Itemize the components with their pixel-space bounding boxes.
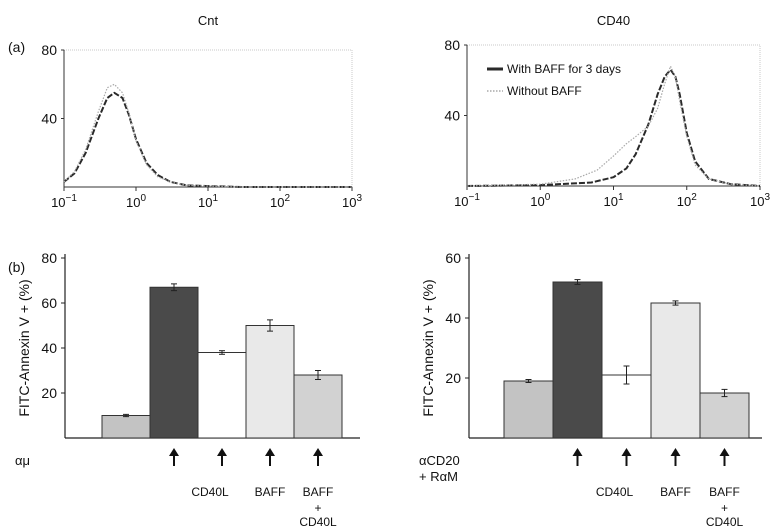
- bar: [699, 392, 750, 439]
- y-tick-label: 40: [444, 108, 460, 124]
- bar: [503, 380, 554, 439]
- legend-label: Without BAFF: [507, 84, 582, 98]
- bar: [293, 374, 343, 439]
- series-line-light: [466, 65, 761, 187]
- arrow-head-icon: [313, 448, 323, 456]
- histogram-cd40: CD40 40 80 10−1 100 101 102 103 With BAFF for 3 …: [444, 13, 770, 209]
- bar-chart-alpha-mu: 20 40 60 80 FITC-Annexin V + (%) αμ CD40L BAFF B…: [15, 250, 360, 529]
- x-tick-label: 100: [126, 193, 146, 210]
- bar: [552, 281, 603, 439]
- category-label: CD40L: [596, 485, 634, 499]
- x-tick-label: 103: [342, 193, 362, 210]
- y-tick-label: 60: [445, 250, 461, 266]
- x-tick-label: 10−1: [454, 192, 480, 209]
- category-label: CD40L: [299, 515, 337, 529]
- y-tick-label: 40: [445, 310, 461, 326]
- x-tick-label: 103: [750, 192, 770, 209]
- bar: [197, 352, 247, 439]
- category-label: +: [721, 501, 728, 515]
- bar-chart-cd20: 20 40 60 FITC-Annexin V + (%) αCD20+ RαM CD40…: [419, 250, 762, 529]
- arrow-head-icon: [217, 448, 227, 456]
- bar: [245, 325, 295, 439]
- panel-label-b: (b): [8, 259, 25, 275]
- y-tick-label: 80: [444, 37, 460, 53]
- panel-label-a: (a): [8, 39, 25, 55]
- x-tick-label: 101: [603, 192, 623, 209]
- arrow-head-icon: [670, 448, 681, 456]
- row-label: + RαM: [419, 469, 458, 484]
- arrow-head-icon: [719, 448, 730, 456]
- bar: [650, 302, 701, 439]
- x-tick-label: 101: [198, 193, 218, 210]
- series-line-light: [63, 83, 352, 188]
- y-tick-label: 60: [41, 295, 57, 311]
- chart-title: Cnt: [198, 13, 219, 28]
- y-axis-label: FITC-Annexin V + (%): [420, 279, 436, 416]
- arrow-head-icon: [572, 448, 583, 456]
- bar: [101, 415, 151, 439]
- category-label: BAFF: [660, 485, 691, 499]
- x-tick-label: 102: [270, 193, 290, 210]
- legend-label: With BAFF for 3 days: [507, 62, 621, 76]
- arrow-head-icon: [169, 448, 179, 456]
- category-label: CD40L: [191, 485, 229, 499]
- y-axis-label: FITC-Annexin V + (%): [16, 279, 32, 416]
- series-line-dark: [466, 68, 761, 187]
- row-label: αCD20: [419, 453, 460, 468]
- category-label: +: [314, 501, 321, 515]
- y-tick-label: 20: [445, 370, 461, 386]
- arrow-head-icon: [265, 448, 275, 456]
- category-label: BAFF: [709, 485, 740, 499]
- y-tick-label: 40: [41, 111, 57, 127]
- histogram-cnt: Cnt 40 80 10−1 100 101 102 103: [41, 13, 362, 210]
- arrow-head-icon: [621, 448, 632, 456]
- y-tick-label: 40: [41, 340, 57, 356]
- row-label: αμ: [15, 453, 30, 468]
- bar: [601, 374, 652, 439]
- x-tick-label: 10−1: [51, 193, 77, 210]
- series-line-dark: [63, 91, 352, 188]
- y-tick-label: 20: [41, 385, 57, 401]
- y-tick-label: 80: [41, 42, 57, 58]
- x-tick-label: 100: [530, 192, 550, 209]
- category-label: BAFF: [303, 485, 334, 499]
- x-tick-label: 102: [677, 192, 697, 209]
- y-tick-label: 80: [41, 250, 57, 266]
- plot-frame: [63, 49, 353, 188]
- chart-title: CD40: [597, 13, 630, 28]
- bar: [149, 286, 199, 439]
- category-label: CD40L: [706, 515, 744, 529]
- category-label: BAFF: [255, 485, 286, 499]
